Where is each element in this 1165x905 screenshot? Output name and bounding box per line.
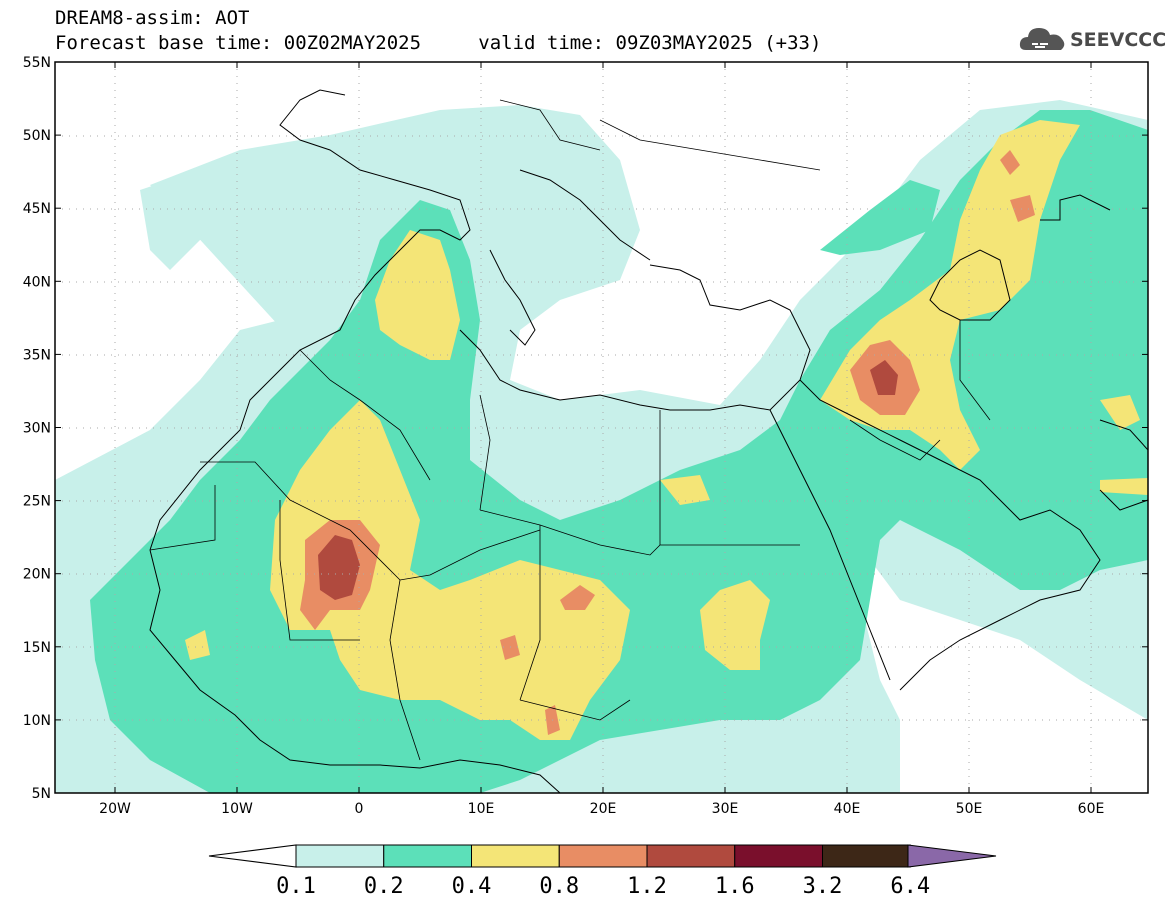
colorbar-label: 1.6 <box>715 874 755 899</box>
map-title: DREAM8-assim: AOT <box>55 7 250 29</box>
lat-tick-label: 30N <box>23 421 51 437</box>
latitude-axis: 55N 50N 45N 40N 35N 30N 25N 20N 15N 10N 5N <box>23 55 1148 802</box>
lon-tick-label: 60E <box>1078 801 1105 817</box>
lat-tick-label: 35N <box>23 347 51 363</box>
lon-tick-label: 40E <box>834 801 861 817</box>
aot-field <box>55 62 1148 793</box>
lat-tick-label: 10N <box>23 713 51 729</box>
colorbar-min-arrow <box>208 844 297 868</box>
valid-time: valid time: 09Z03MAY2025 (+33) <box>478 32 822 54</box>
colorbar-box <box>295 844 385 868</box>
colorbar-label: 0.4 <box>452 874 492 899</box>
lon-tick-label: 30E <box>712 801 739 817</box>
colorbar-box <box>558 844 648 868</box>
colorbar-box <box>471 844 560 868</box>
logo-text: SEEVCCC <box>1070 29 1165 51</box>
colorbar-box <box>383 844 472 868</box>
colorbar-label: 0.1 <box>276 874 316 899</box>
colorbar-box <box>822 844 911 868</box>
colorbar-max-arrow <box>907 844 997 868</box>
lat-tick-label: 55N <box>23 55 51 71</box>
longitude-axis: 20W 10W 0 10E 20E 30E 40E 50E 60E <box>99 62 1104 817</box>
lon-tick-label: 10E <box>468 801 495 817</box>
lat-tick-label: 5N <box>32 786 51 802</box>
seevccc-logo: SEEVCCC <box>1018 22 1165 58</box>
lon-tick-label: 20E <box>590 801 617 817</box>
lat-tick-label: 50N <box>23 128 51 144</box>
base-time: Forecast base time: 00Z02MAY2025 <box>55 32 422 54</box>
colorbar-label: 3.2 <box>803 874 843 899</box>
lon-tick-label: 10W <box>221 801 253 817</box>
colorbar-label: 0.2 <box>364 874 404 899</box>
lat-tick-label: 15N <box>23 640 51 656</box>
lat-tick-label: 40N <box>23 274 51 290</box>
colorbar-label: 0.8 <box>539 874 579 899</box>
borders <box>149 99 991 761</box>
lon-tick-label: 50E <box>956 801 983 817</box>
forecast-times: Forecast base time: 00Z02MAY2025 valid t… <box>55 32 821 54</box>
lon-tick-label: 0 <box>355 801 364 817</box>
colorbar: 0.1 0.2 0.4 0.8 1.2 1.6 3.2 6.4 <box>208 844 997 899</box>
coastlines <box>149 89 1148 793</box>
lon-tick-label: 20W <box>99 801 131 817</box>
colorbar-label: 1.2 <box>627 874 667 899</box>
lat-tick-label: 25N <box>23 494 51 510</box>
lat-tick-label: 20N <box>23 567 51 583</box>
cloud-icon <box>1019 28 1065 50</box>
lat-tick-label: 45N <box>23 201 51 217</box>
colorbar-box <box>646 844 736 868</box>
colorbar-label: 6.4 <box>890 874 930 899</box>
colorbar-box <box>734 844 823 868</box>
